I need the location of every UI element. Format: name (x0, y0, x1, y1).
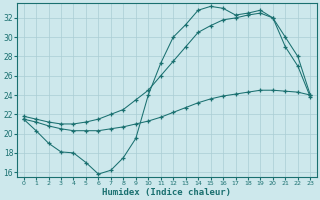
X-axis label: Humidex (Indice chaleur): Humidex (Indice chaleur) (102, 188, 231, 197)
